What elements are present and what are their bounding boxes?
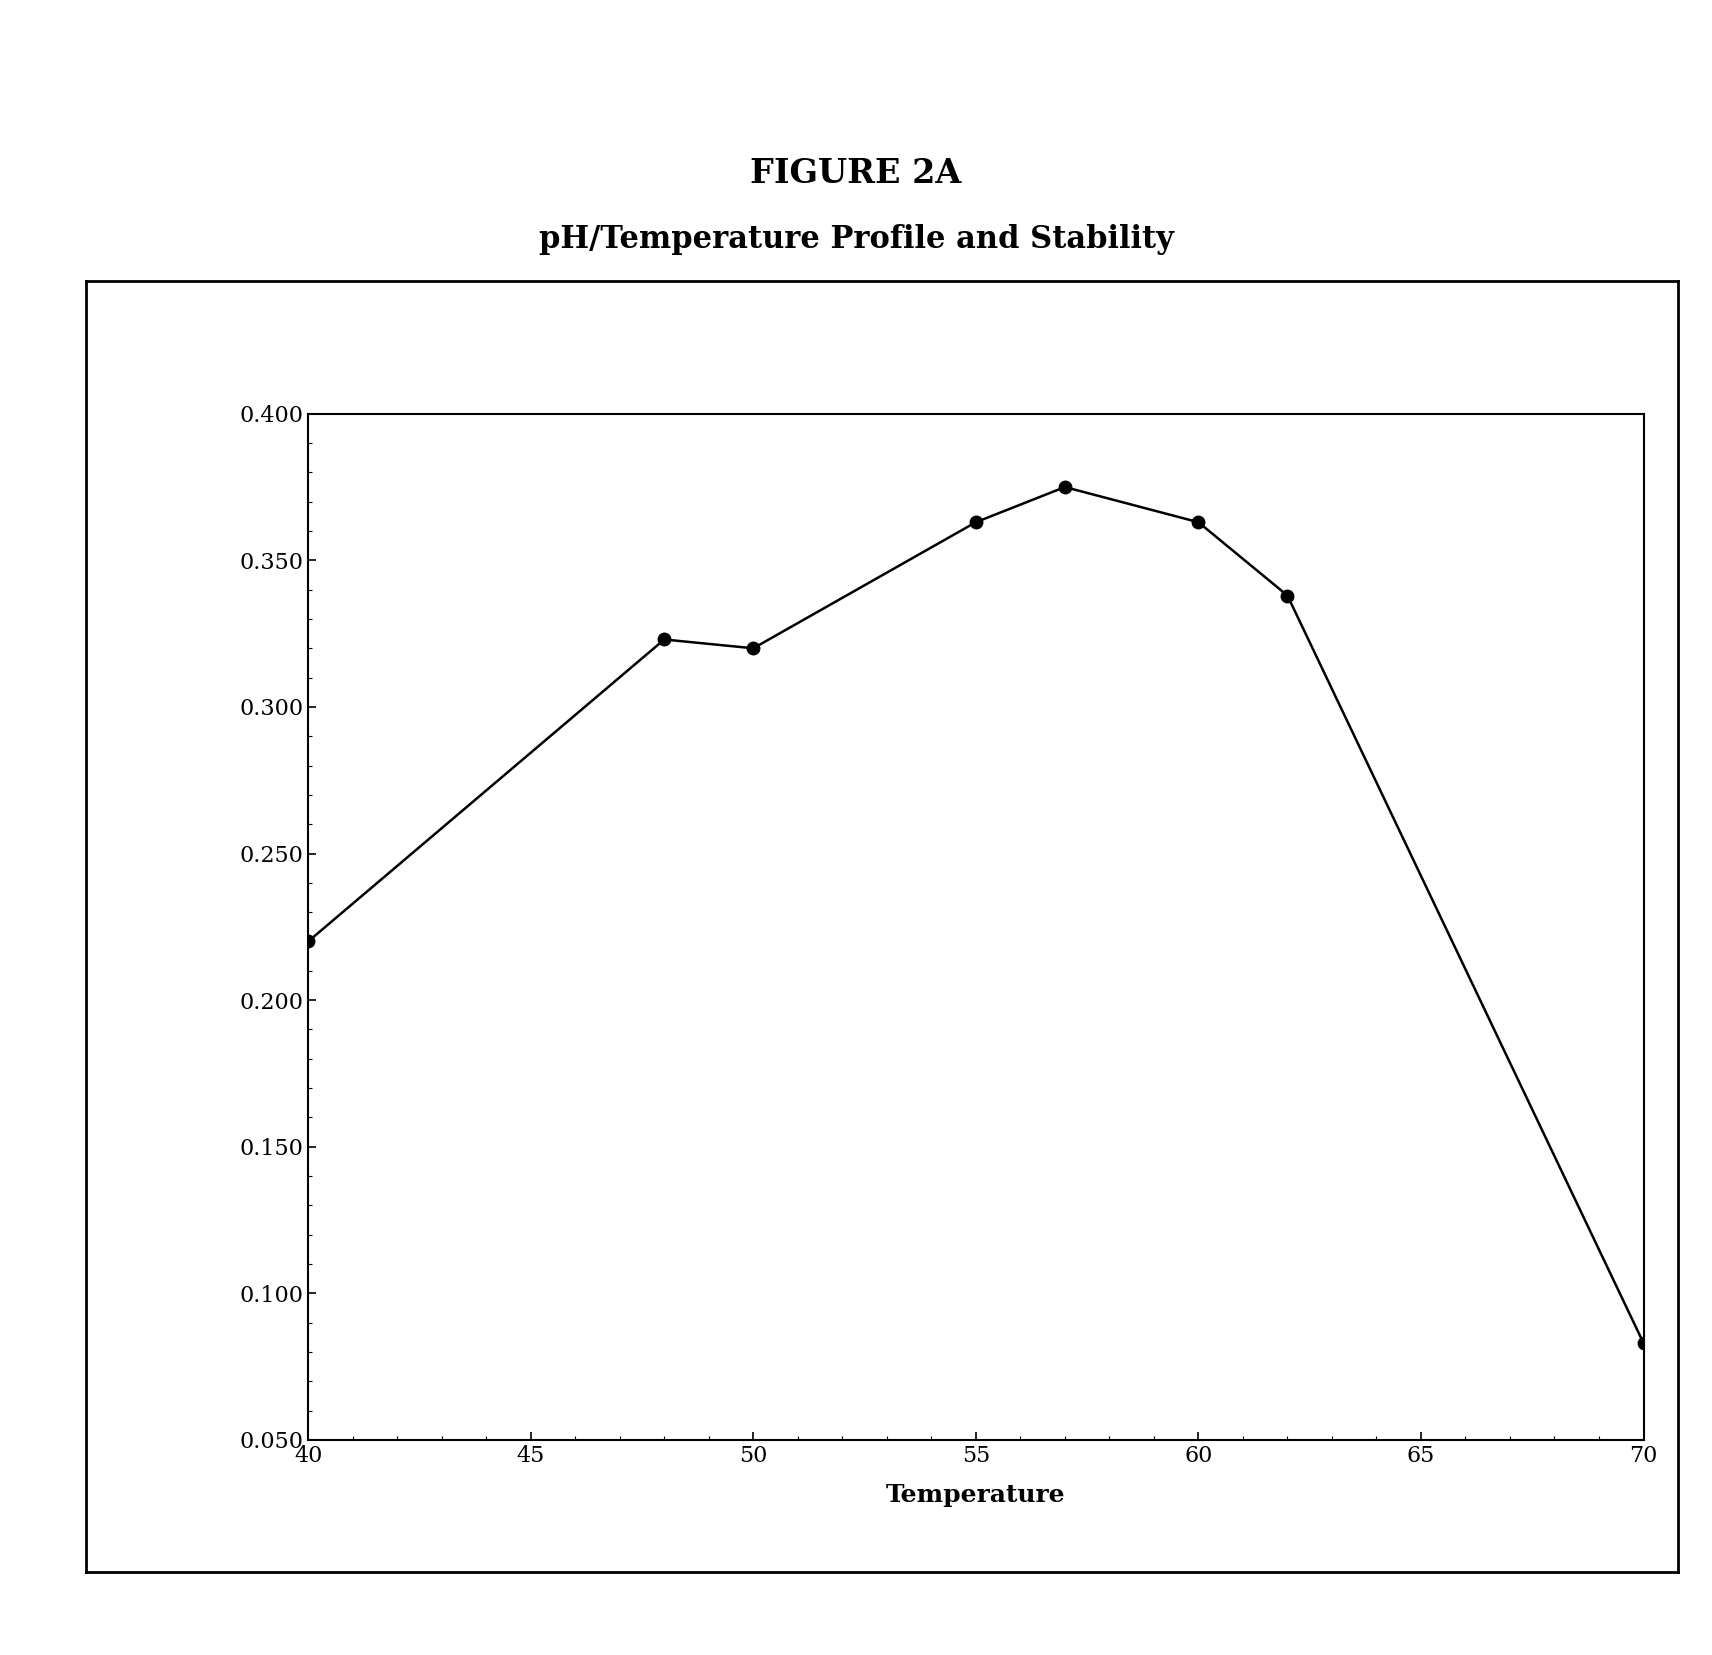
Text: FIGURE 2A: FIGURE 2A [750, 157, 962, 190]
X-axis label: Temperature: Temperature [887, 1483, 1065, 1508]
Text: pH/Temperature Profile and Stability: pH/Temperature Profile and Stability [539, 225, 1173, 255]
